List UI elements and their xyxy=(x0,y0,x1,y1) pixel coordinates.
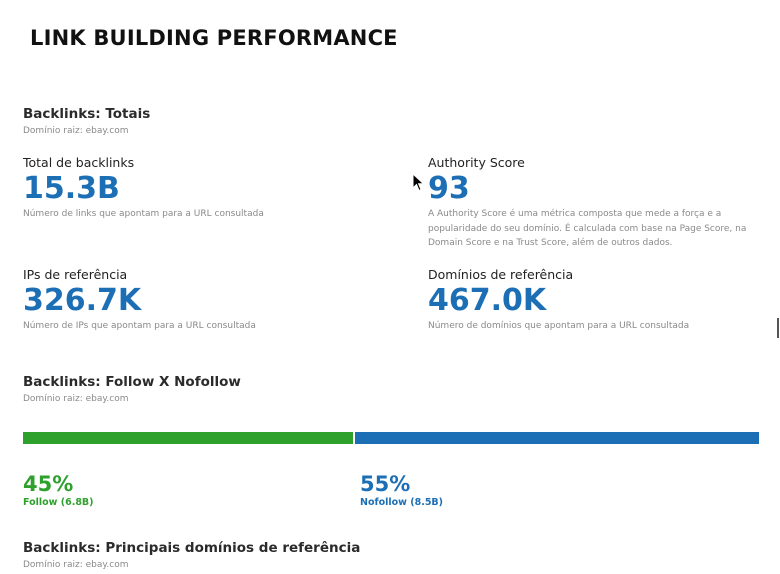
metric-total-backlinks: Total de backlinks 15.3B Número de links… xyxy=(23,155,363,222)
follow-label: Follow (6.8B) xyxy=(23,497,94,508)
metric-referring-domains: Domínios de referência 467.0K Número de … xyxy=(428,267,768,334)
page-title: LINK BUILDING PERFORMANCE xyxy=(30,26,398,50)
follow-section-title: Backlinks: Follow X Nofollow xyxy=(23,374,241,390)
bar-divider xyxy=(353,432,355,444)
follow-bar-segment[interactable] xyxy=(23,432,353,444)
top-domains-section-subtitle: Domínio raiz: ebay.com xyxy=(23,560,129,570)
scrollbar-thumb[interactable] xyxy=(777,318,779,338)
metric-description: Número de links que apontam para a URL c… xyxy=(23,209,264,219)
mouse-cursor-icon xyxy=(412,173,425,192)
follow-section-subtitle: Domínio raiz: ebay.com xyxy=(23,394,129,404)
follow-percent: 45% xyxy=(23,472,74,496)
metric-label: Authority Score xyxy=(428,155,525,170)
top-domains-section-title: Backlinks: Principais domínios de referê… xyxy=(23,540,361,556)
totals-section-subtitle: Domínio raiz: ebay.com xyxy=(23,126,129,136)
nofollow-bar-segment[interactable] xyxy=(355,432,759,444)
metric-authority-score: Authority Score 93 A Authority Score é u… xyxy=(428,155,753,251)
totals-section-title: Backlinks: Totais xyxy=(23,106,151,122)
metric-description: Número de IPs que apontam para a URL con… xyxy=(23,321,256,331)
metric-value: 326.7K xyxy=(23,283,142,318)
metric-value: 467.0K xyxy=(428,283,547,318)
metric-referring-ips: IPs de referência 326.7K Número de IPs q… xyxy=(23,267,363,334)
nofollow-percent: 55% xyxy=(360,472,411,496)
metric-description: A Authority Score é uma métrica composta… xyxy=(428,209,747,248)
metric-label: Total de backlinks xyxy=(23,155,135,170)
follow-nofollow-bar xyxy=(23,432,759,444)
nofollow-stat: 55% Nofollow (8.5B) xyxy=(360,472,443,510)
follow-stat: 45% Follow (6.8B) xyxy=(23,472,94,510)
metric-label: IPs de referência xyxy=(23,267,128,282)
metric-value: 93 xyxy=(428,171,470,206)
nofollow-label: Nofollow (8.5B) xyxy=(360,497,444,508)
metric-label: Domínios de referência xyxy=(428,267,574,282)
metric-value: 15.3B xyxy=(23,171,120,206)
metric-description: Número de domínios que apontam para a UR… xyxy=(428,321,690,331)
